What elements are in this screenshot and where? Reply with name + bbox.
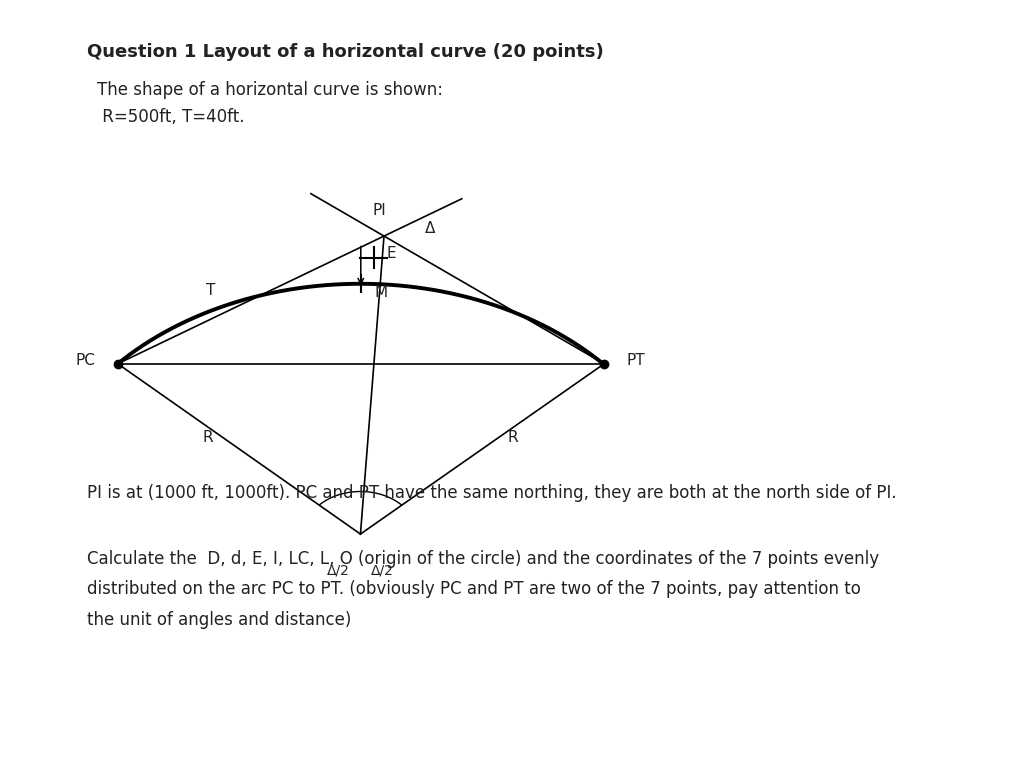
Text: Δ: Δ: [425, 221, 435, 236]
Text: R: R: [203, 430, 213, 445]
Text: distributed on the arc PC to PT. (obviously PC and PT are two of the 7 points, p: distributed on the arc PC to PT. (obviou…: [87, 580, 861, 598]
Text: the unit of angles and distance): the unit of angles and distance): [87, 611, 351, 629]
Text: Δ/2: Δ/2: [328, 563, 350, 577]
Text: M: M: [374, 286, 387, 300]
Text: R: R: [508, 430, 518, 445]
Text: T: T: [206, 283, 215, 298]
Text: PI is at (1000 ft, 1000ft). PC and PT have the same northing, they are both at t: PI is at (1000 ft, 1000ft). PC and PT ha…: [87, 484, 897, 502]
Text: PC: PC: [76, 353, 95, 368]
Text: PI: PI: [372, 204, 386, 218]
Text: E: E: [387, 246, 396, 261]
Text: R=500ft, T=40ft.: R=500ft, T=40ft.: [97, 108, 245, 126]
Text: Calculate the  D, d, E, I, LC, L, O (origin of the circle) and the coordinates o: Calculate the D, d, E, I, LC, L, O (orig…: [87, 550, 880, 567]
Text: Question 1 Layout of a horizontal curve (20 points): Question 1 Layout of a horizontal curve …: [87, 43, 604, 60]
Text: Δ/2: Δ/2: [371, 563, 393, 577]
Text: PT: PT: [627, 353, 645, 368]
Text: The shape of a horizontal curve is shown:: The shape of a horizontal curve is shown…: [97, 81, 443, 99]
